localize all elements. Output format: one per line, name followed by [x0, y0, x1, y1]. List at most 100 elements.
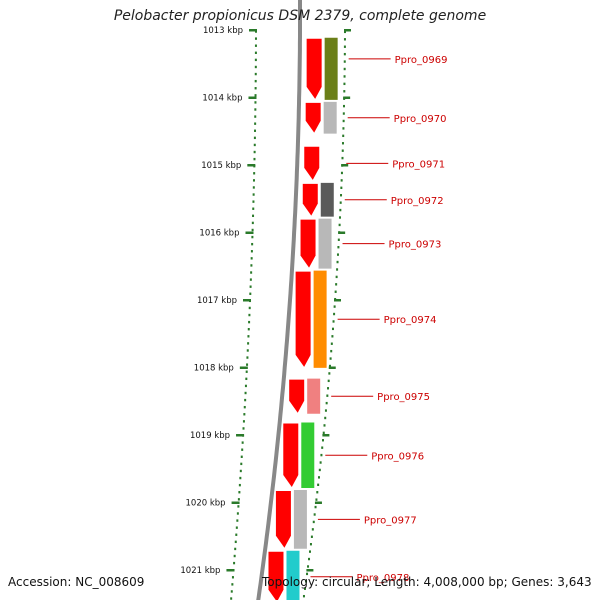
axis-tick [226, 569, 235, 572]
scale-dot [254, 129, 257, 132]
axis-tick [344, 29, 351, 32]
scale-dot [252, 179, 255, 182]
axis-tick [231, 501, 240, 504]
scale-dot [243, 405, 246, 409]
scale-dot [230, 597, 233, 600]
scale-dot [238, 483, 241, 487]
genome-backbone [255, 0, 302, 605]
axis-tick [338, 231, 346, 234]
scale-dot [234, 540, 237, 544]
scale-dot [249, 285, 252, 288]
scale-dot [239, 469, 242, 473]
scale-dot [317, 483, 320, 486]
scale-dot [244, 398, 247, 402]
cds-arrow [300, 219, 316, 268]
gene-feature-block [323, 101, 337, 134]
scale-dot [341, 156, 344, 160]
scale-dot [315, 498, 318, 501]
scale-dot [333, 305, 336, 308]
scale-dot [254, 30, 257, 33]
scale-dot [253, 172, 256, 175]
scale-dot [324, 409, 327, 412]
map-title: Pelobacter propionicus DSM 2379, complet… [113, 8, 487, 24]
gene-label: Ppro_0978 [356, 573, 409, 584]
axis-tick-label: 1021 kbp [180, 566, 220, 576]
scale-dot [312, 520, 315, 524]
axis-tick-label: 1017 kbp [197, 296, 237, 306]
scale-dot [340, 171, 343, 175]
gene-label: Ppro_0975 [377, 392, 430, 403]
scale-dot [308, 557, 311, 561]
scale-dot [242, 420, 245, 423]
axis-tick [248, 96, 257, 99]
scale-dot [343, 38, 346, 41]
scale-dot [250, 257, 253, 260]
scale-dot [339, 208, 342, 212]
scale-dot [337, 246, 340, 249]
scale-dot [342, 112, 345, 115]
cds-arrow [289, 379, 305, 413]
cds-arrow [302, 183, 318, 216]
scale-dot [248, 320, 251, 324]
gene-label: Ppro_0969 [395, 55, 448, 66]
scale-dot [330, 342, 333, 345]
scale-dot [253, 136, 256, 140]
scale-dot [319, 461, 322, 464]
scale-dot [254, 72, 257, 76]
scale-dot [237, 505, 240, 508]
scale-dot [334, 290, 337, 293]
scale-dot [310, 535, 313, 538]
scale-dot [337, 238, 340, 241]
scale-dot [235, 526, 238, 529]
scale-dot [343, 52, 346, 56]
gene-feature-block [322, 145, 336, 181]
scale-dot [254, 115, 257, 118]
scale-dot [343, 82, 346, 86]
axis-tick [249, 29, 257, 32]
scale-dot [308, 550, 311, 553]
gene-label: Ppro_0972 [391, 196, 444, 207]
cds-arrow [268, 551, 284, 602]
axis-tick [236, 434, 245, 437]
axis-tick [343, 96, 351, 99]
scale-dot [240, 455, 243, 458]
scale-dot [343, 60, 346, 63]
scale-dot [341, 149, 344, 152]
gene-label: Ppro_0971 [392, 159, 445, 170]
scale-dot [311, 528, 314, 531]
scale-dot [254, 101, 257, 104]
scale-dot [332, 320, 335, 323]
scale-dot [248, 306, 251, 310]
scale-dot [254, 87, 257, 90]
genome-summary: Topology: circular; Length: 4,008,000 bp… [262, 575, 592, 589]
scale-dot [231, 576, 234, 579]
scale-dot [318, 468, 321, 472]
scale-dot [251, 228, 254, 232]
scale-dot [324, 416, 327, 420]
scale-dot [245, 370, 248, 373]
axis-tick [245, 231, 254, 234]
scale-dot [231, 583, 234, 586]
scale-dot [235, 533, 238, 536]
axis-tick [334, 299, 341, 302]
scale-dot [303, 587, 306, 590]
scale-dot [317, 476, 320, 479]
scale-dot [336, 260, 339, 264]
axis-tick [247, 164, 256, 167]
scale-dot [254, 37, 257, 40]
scale-dot [327, 387, 330, 390]
scale-dot [309, 543, 312, 546]
gene-feature-block [318, 218, 332, 269]
scale-dot [254, 65, 257, 69]
scale-dot [339, 201, 342, 204]
scale-dot [254, 108, 257, 111]
scale-dot [313, 513, 316, 516]
scale-dot [343, 45, 346, 48]
gene-label: Ppro_0973 [389, 240, 442, 251]
scale-dot [247, 335, 250, 338]
scale-dot [342, 119, 345, 123]
scale-dot [243, 413, 246, 416]
gene-feature-block [324, 37, 338, 100]
scale-dot [250, 271, 253, 274]
scale-dot [240, 462, 243, 466]
